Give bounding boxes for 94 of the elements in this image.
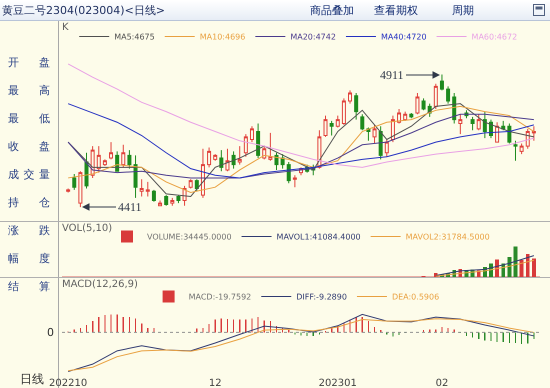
candlestick — [378, 126, 383, 160]
candlestick — [170, 197, 174, 206]
candlestick — [507, 123, 512, 144]
x-tick-label: 12 — [208, 378, 222, 388]
text: 最低 — [8, 112, 50, 125]
candlestick — [244, 134, 248, 158]
candlestick — [102, 158, 107, 166]
candlestick — [440, 74, 444, 91]
legend-label: MAVOL1:41084.4000 — [276, 232, 361, 242]
text: 查看期权 — [374, 3, 418, 18]
candlestick — [422, 98, 426, 111]
text: 成交量 — [8, 167, 50, 182]
candlestick — [434, 83, 438, 110]
legend-label: MA10:4696 — [200, 32, 246, 42]
annotation: 4411 — [118, 200, 142, 214]
candlestick — [84, 152, 89, 190]
text: 最高 — [8, 84, 50, 97]
candlestick — [280, 154, 285, 170]
candlestick — [213, 154, 218, 162]
candlestick — [72, 173, 76, 190]
candlestick — [476, 114, 481, 131]
legend-label: MA60:4672 — [472, 32, 518, 42]
candlestick — [409, 112, 414, 119]
text: 幅度 — [8, 252, 50, 265]
candlestick — [513, 140, 518, 162]
legend-label: DIFF:-9.2890 — [296, 292, 347, 302]
chart-title: 黄豆二号2304(023004)<日线> — [2, 3, 166, 18]
candlestick — [403, 111, 408, 120]
candlestick — [446, 86, 450, 104]
candlestick — [146, 181, 150, 197]
candlestick — [140, 178, 144, 197]
candlestick — [256, 123, 260, 159]
candlestick — [238, 146, 242, 166]
candlestick — [109, 142, 114, 160]
candlestick — [458, 114, 462, 135]
text: 开盘 — [8, 56, 50, 69]
candlestick — [127, 150, 132, 170]
legend-label: MAVOL2:31784.5000 — [406, 232, 490, 242]
candlestick — [415, 92, 420, 115]
candlestick — [96, 146, 101, 174]
text: 商品叠加 — [310, 3, 354, 18]
chart-title: MACD(12,26,9) — [62, 279, 138, 290]
candlestick — [470, 116, 475, 131]
legend-label: DEA:0.5906 — [392, 292, 440, 302]
candlestick — [176, 194, 180, 204]
legend-label: VOLUME:34445.0000 — [147, 232, 232, 242]
candlestick — [342, 98, 346, 126]
candlestick — [482, 111, 487, 139]
bar — [514, 246, 518, 277]
annotation: 4911 — [380, 68, 404, 82]
candlestick — [158, 200, 162, 206]
chart-subtitle: K — [62, 22, 69, 33]
candlestick — [360, 114, 364, 131]
candlestick — [354, 92, 358, 120]
candlestick — [164, 194, 168, 206]
text: 周期 — [452, 3, 474, 18]
candlestick — [336, 115, 340, 128]
bar — [520, 260, 524, 277]
candlestick — [219, 150, 224, 172]
candlestick — [292, 174, 297, 188]
legend-label: MA20:4742 — [290, 32, 336, 42]
candlestick — [324, 115, 328, 138]
candlestick — [250, 126, 254, 143]
x-tick-label: 202301 — [318, 378, 357, 388]
text: 结算 — [8, 280, 50, 293]
candlestick — [225, 148, 230, 172]
text: 日线 — [20, 371, 44, 388]
candlestick — [121, 144, 126, 168]
legend-label: MA5:4675 — [114, 32, 155, 42]
candlestick — [520, 142, 524, 155]
candlestick — [207, 146, 212, 168]
candlestick — [232, 150, 236, 170]
candlestick — [348, 90, 352, 104]
ref-line-label: 0 — [47, 326, 54, 339]
candlestick — [188, 178, 193, 190]
x-tick-label: 202210 — [49, 378, 88, 388]
candlestick — [78, 170, 82, 208]
candlestick — [384, 138, 389, 158]
bar — [532, 258, 536, 277]
chart-title: VOL(5,10) — [62, 223, 112, 234]
legend-label: MA40:4720 — [380, 32, 427, 42]
x-tick-label: 02 — [436, 378, 448, 388]
text: 收盘 — [8, 140, 50, 153]
candlestick — [268, 132, 272, 162]
candlestick — [501, 120, 506, 131]
legend-label: MACD:-19.7592 — [188, 292, 252, 302]
text: 持仓 — [8, 196, 50, 209]
candlestick — [274, 152, 278, 170]
text: 涨跌 — [8, 224, 50, 237]
candlestick — [532, 126, 536, 142]
candlestick — [372, 124, 377, 144]
candlestick — [152, 189, 156, 202]
candlestick — [330, 120, 334, 136]
candlestick — [397, 108, 402, 124]
